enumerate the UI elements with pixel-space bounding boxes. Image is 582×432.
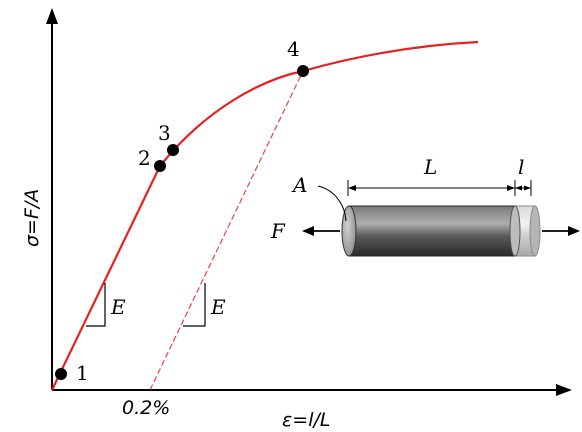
slope-triangle-1 [86, 283, 106, 327]
slope-label-1: E [110, 295, 126, 319]
force-arrowhead-right [568, 226, 580, 236]
force-arrowhead-left [302, 226, 314, 236]
point-4-label: 4 [287, 37, 300, 61]
point-2-label: 2 [138, 146, 151, 170]
specimen-body [348, 205, 516, 257]
offset-yield-line [149, 70, 304, 391]
specimen-end-face [341, 205, 357, 257]
axes [46, 8, 572, 396]
dim-l-arrow-left [515, 185, 522, 191]
point-4-marker [297, 65, 309, 77]
length-label: L [423, 155, 437, 179]
specimen-joint [509, 205, 521, 257]
force-label: F [270, 219, 286, 243]
point-3-marker [167, 144, 179, 156]
point-1-label: 1 [76, 361, 89, 385]
area-leader-line [317, 185, 347, 222]
area-label: A [291, 173, 307, 197]
point-1-marker [55, 368, 67, 380]
point-3-label: 3 [158, 121, 171, 145]
slope-label-2: E [210, 295, 226, 319]
dim-L-arrow-left [348, 185, 356, 191]
dim-L-arrow-right [507, 185, 515, 191]
specimen [341, 205, 541, 257]
x-axis-arrow [556, 384, 572, 396]
specimen-extension-cap [529, 205, 541, 257]
x-axis-label: ε=l/L [282, 409, 330, 431]
point-2-marker [154, 160, 166, 172]
slope-triangle-2 [183, 283, 206, 327]
extension-label: l [518, 155, 524, 179]
x-tick-label: 0.2% [122, 397, 170, 419]
y-axis-label: σ=F/A [21, 189, 43, 247]
y-axis-arrow [46, 8, 58, 24]
dimension-length [347, 180, 532, 196]
dim-l-arrow-right [524, 185, 531, 191]
